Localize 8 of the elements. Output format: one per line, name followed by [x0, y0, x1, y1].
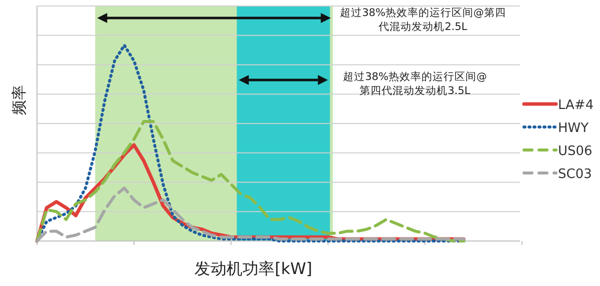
- legend-label: US06: [558, 144, 592, 159]
- annotation: 超过38%热效率的运行区间@第四代混动发动机3.5L: [343, 70, 487, 97]
- legend-label: SC03: [558, 167, 592, 182]
- legend-label: HWY: [558, 121, 589, 136]
- text: 超过38%热效率的运行区间@第四代混动发动机2.5L: [340, 6, 506, 33]
- y-axis-title: 频率: [10, 85, 28, 115]
- legend-label: LA#4: [558, 98, 594, 113]
- x-axis-title: 发动机功率[kW]: [194, 259, 312, 278]
